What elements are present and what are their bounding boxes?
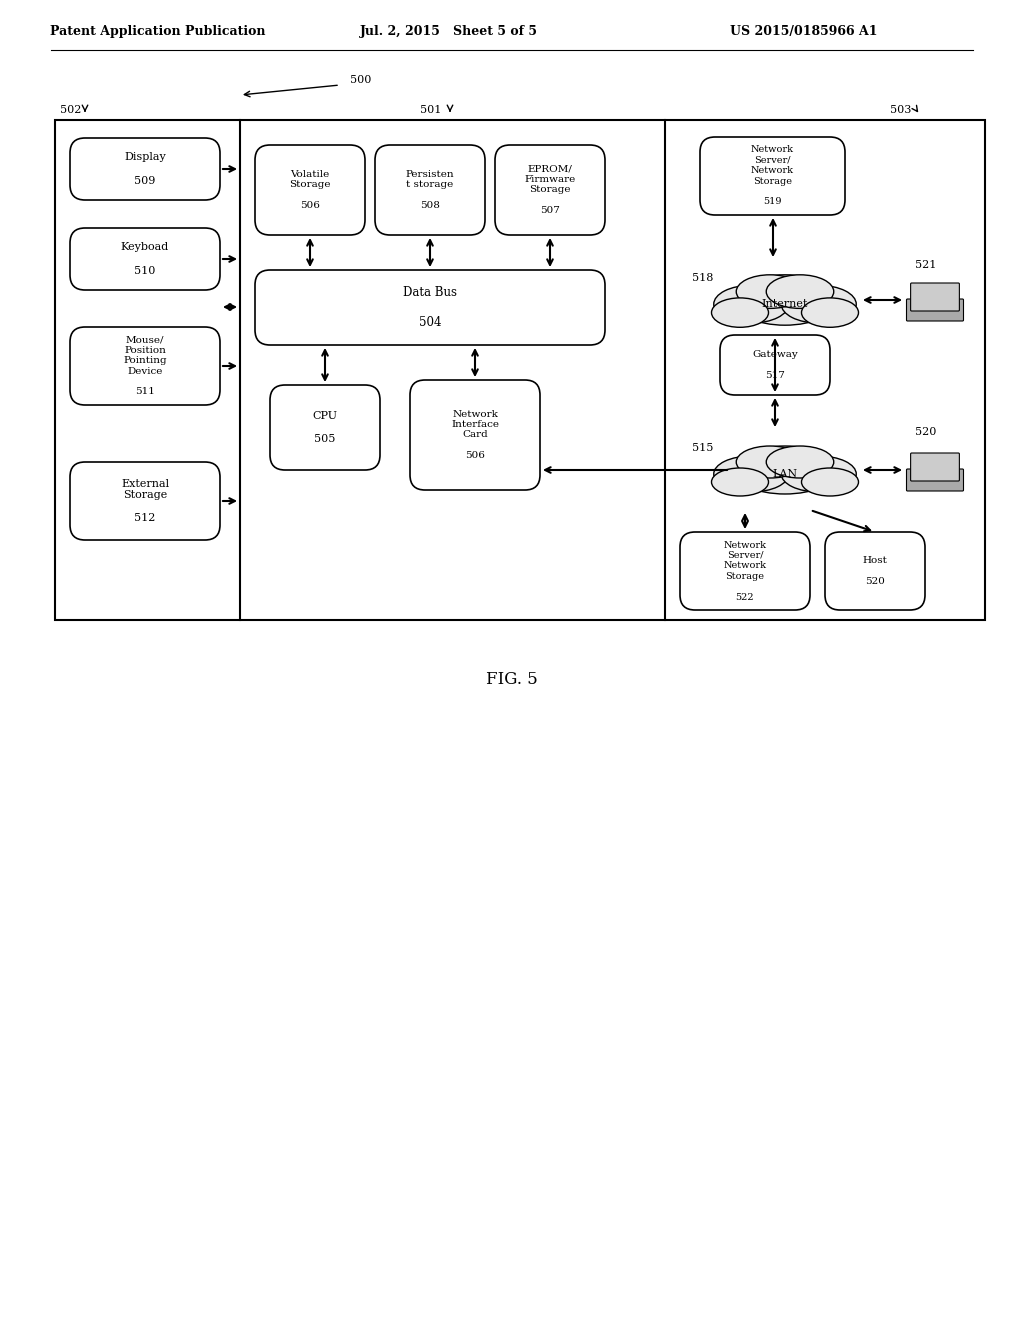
Text: EPROM/
Firmware
Storage

507: EPROM/ Firmware Storage 507	[524, 165, 575, 215]
Text: Patent Application Publication: Patent Application Publication	[50, 25, 265, 38]
Ellipse shape	[712, 469, 768, 496]
FancyBboxPatch shape	[906, 300, 964, 321]
Text: Gateway

517: Gateway 517	[752, 350, 798, 380]
Text: LAN: LAN	[772, 469, 798, 479]
Text: 521: 521	[915, 260, 936, 271]
FancyBboxPatch shape	[255, 271, 605, 345]
FancyBboxPatch shape	[70, 462, 220, 540]
Ellipse shape	[712, 298, 768, 327]
FancyBboxPatch shape	[910, 453, 959, 480]
Text: CPU

505: CPU 505	[312, 411, 338, 444]
Ellipse shape	[802, 469, 858, 496]
Text: Network
Server/
Network
Storage

522: Network Server/ Network Storage 522	[724, 540, 767, 602]
Ellipse shape	[736, 446, 804, 478]
Ellipse shape	[802, 298, 858, 327]
Ellipse shape	[736, 275, 804, 309]
FancyBboxPatch shape	[700, 137, 845, 215]
Text: 501: 501	[420, 106, 441, 115]
Ellipse shape	[766, 275, 834, 309]
FancyBboxPatch shape	[70, 228, 220, 290]
Text: 515: 515	[692, 444, 714, 453]
Ellipse shape	[766, 446, 834, 478]
Text: 503: 503	[890, 106, 911, 115]
Text: Internet: Internet	[762, 300, 808, 309]
Text: Network
Interface
Card

506: Network Interface Card 506	[451, 409, 499, 461]
Ellipse shape	[714, 285, 788, 323]
FancyBboxPatch shape	[70, 327, 220, 405]
Text: 500: 500	[350, 75, 372, 84]
Text: Mouse/
Position
Pointing
Device

511: Mouse/ Position Pointing Device 511	[123, 335, 167, 396]
Text: Network
Server/
Network
Storage

519: Network Server/ Network Storage 519	[751, 145, 794, 206]
FancyBboxPatch shape	[825, 532, 925, 610]
FancyBboxPatch shape	[495, 145, 605, 235]
Ellipse shape	[732, 275, 838, 325]
FancyBboxPatch shape	[270, 385, 380, 470]
FancyBboxPatch shape	[680, 532, 810, 610]
Ellipse shape	[732, 446, 838, 494]
Text: Jul. 2, 2015   Sheet 5 of 5: Jul. 2, 2015 Sheet 5 of 5	[360, 25, 538, 38]
Text: External
Storage

512: External Storage 512	[121, 479, 169, 524]
Ellipse shape	[781, 455, 856, 492]
FancyBboxPatch shape	[375, 145, 485, 235]
Text: FIG. 5: FIG. 5	[486, 672, 538, 689]
Text: 502: 502	[60, 106, 81, 115]
FancyBboxPatch shape	[720, 335, 830, 395]
Text: 520: 520	[915, 426, 936, 437]
Text: Data Bus

504: Data Bus 504	[403, 286, 457, 329]
Text: 518: 518	[692, 273, 714, 282]
FancyBboxPatch shape	[910, 282, 959, 312]
Text: Host

520: Host 520	[862, 556, 888, 586]
FancyBboxPatch shape	[255, 145, 365, 235]
Text: Keyboad

510: Keyboad 510	[121, 243, 169, 276]
Text: Display

509: Display 509	[124, 152, 166, 186]
Text: Persisten
t storage

508: Persisten t storage 508	[406, 170, 455, 210]
FancyBboxPatch shape	[70, 139, 220, 201]
Bar	[55, 120, 985, 620]
Text: Volatile
Storage

506: Volatile Storage 506	[289, 170, 331, 210]
Text: US 2015/0185966 A1: US 2015/0185966 A1	[730, 25, 878, 38]
FancyBboxPatch shape	[410, 380, 540, 490]
Ellipse shape	[714, 455, 788, 492]
Ellipse shape	[781, 285, 856, 323]
FancyBboxPatch shape	[906, 469, 964, 491]
